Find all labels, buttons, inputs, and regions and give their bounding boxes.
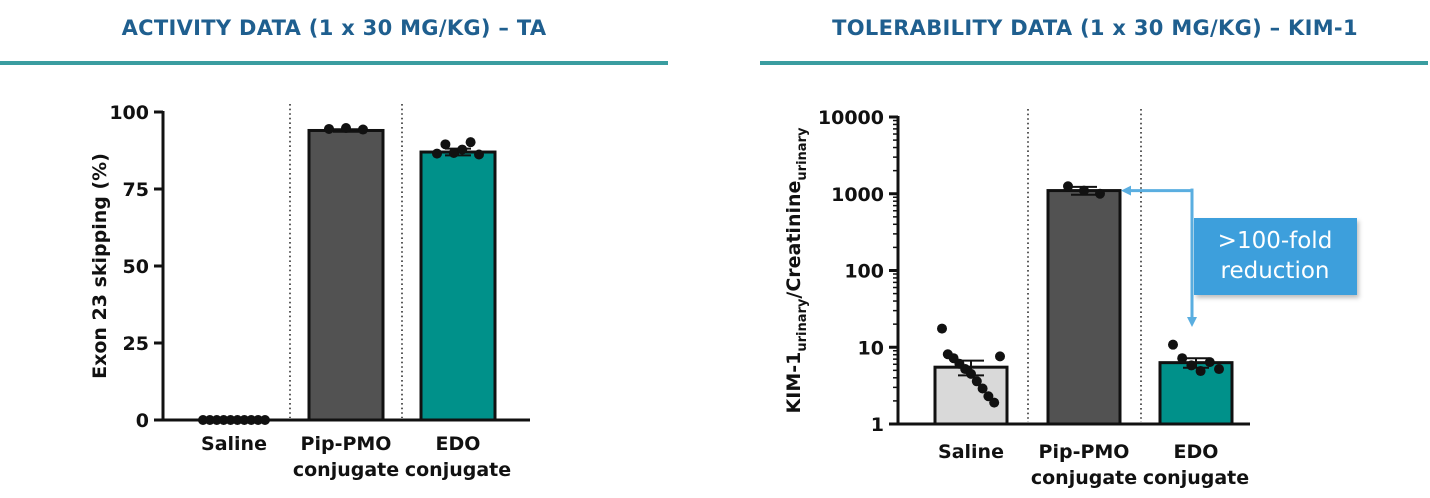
- activity-data-point: [198, 415, 208, 425]
- tolerability-category-label: Saline: [938, 441, 1004, 463]
- tolerability-category-label: conjugate: [1143, 467, 1249, 489]
- activity-y-tick-label: 75: [123, 179, 149, 201]
- activity-data-point: [211, 415, 222, 425]
- tolerability-data-point: [989, 397, 1000, 408]
- activity-data-point: [440, 139, 451, 150]
- tolerability-data-point: [1177, 353, 1188, 364]
- activity-data-point: [432, 148, 442, 159]
- activity-y-tick-label: 100: [109, 102, 149, 124]
- activity-bar-2: [307, 128, 385, 422]
- tolerability-category-label: EDO: [1174, 441, 1219, 463]
- activity-data-point: [204, 415, 215, 425]
- activity-data-point: [239, 415, 250, 425]
- tolerability-category-label: conjugate: [1031, 467, 1137, 489]
- tolerability-data-point: [977, 383, 988, 394]
- activity-data-point: [225, 415, 236, 425]
- tolerability-data-point: [1186, 360, 1197, 371]
- tolerability-title-rule: [760, 61, 1428, 65]
- activity-y-tick-label: 50: [123, 256, 149, 278]
- tolerability-y-tick-label: 1000: [831, 184, 884, 206]
- activity-panel-title: ACTIVITY DATA (1 x 30 MG/KG) – TA: [121, 16, 547, 40]
- tolerability-data-point: [1204, 357, 1215, 368]
- activity-data-point: [246, 415, 257, 425]
- activity-data-point: [358, 124, 368, 135]
- activity-y-tick-label: 25: [123, 333, 149, 355]
- activity-chart: 0 25 50 75 100 Exon 23 skipping (%) Saline Pip-…: [89, 102, 530, 481]
- activity-data-point: [324, 123, 334, 134]
- activity-data-point: [218, 415, 229, 425]
- tolerability-y-label-subscript: urinary: [795, 298, 810, 352]
- annotation-text: >100-fold: [1218, 228, 1333, 254]
- tolerability-panel-title: TOLERABILITY DATA (1 x 30 MG/KG) – KIM-1: [832, 16, 1358, 40]
- activity-data-point: [341, 123, 351, 134]
- activity-category-label: EDO: [436, 433, 481, 455]
- tolerability-data-point: [995, 351, 1005, 362]
- tolerability-data-point: [1095, 188, 1105, 199]
- activity-category-label: Pip-PMO: [301, 433, 392, 455]
- tolerability-data-point: [937, 323, 947, 334]
- activity-data-point: [465, 137, 476, 148]
- tolerability-y-axis-label: KIM-1urinary/Creatinineurinary: [783, 127, 810, 413]
- activity-data-point: [457, 144, 468, 155]
- tolerability-y-label-subscript: urinary: [795, 127, 810, 181]
- tolerability-y-tick-label: 1: [871, 414, 884, 436]
- tolerability-data-point: [1214, 364, 1224, 375]
- activity-category-label: conjugate: [293, 459, 399, 481]
- tolerability-data-point: [966, 368, 976, 379]
- activity-data-point: [448, 147, 459, 158]
- activity-category-label: conjugate: [405, 459, 511, 481]
- activity-data-point: [232, 415, 243, 425]
- tolerability-y-tick-label: 10: [858, 337, 884, 359]
- tolerability-data-point: [1079, 185, 1089, 196]
- annotation-text: reduction: [1221, 258, 1330, 284]
- tolerability-category-label: Pip-PMO: [1039, 441, 1130, 463]
- activity-title-rule: [0, 61, 668, 65]
- tolerability-y-tick-label: 10000: [818, 107, 884, 129]
- activity-data-point: [260, 415, 270, 425]
- tolerability-data-point: [983, 391, 994, 402]
- activity-y-tick-label: 0: [136, 410, 149, 432]
- tolerability-bar-2: [1046, 189, 1122, 426]
- tolerability-data-point: [1168, 339, 1178, 350]
- tolerability-chart: 110100100010000KIM-1urinary/Creatinineur…: [783, 107, 1357, 489]
- tolerability-data-point: [1195, 366, 1206, 377]
- activity-data-point: [474, 149, 484, 160]
- activity-bar-3: [419, 150, 497, 422]
- tolerability-y-tick-label: 100: [844, 261, 884, 283]
- activity-data-point: [253, 415, 264, 425]
- tolerability-data-point: [971, 376, 982, 387]
- tolerability-y-label-part: /Creatinine: [783, 181, 805, 299]
- activity-y-axis-label: Exon 23 skipping (%): [89, 153, 111, 379]
- annotation-box: [1194, 218, 1357, 295]
- tolerability-data-point: [1063, 181, 1073, 192]
- tolerability-y-label-part: KIM-1: [783, 352, 805, 414]
- activity-category-label: Saline: [201, 433, 267, 455]
